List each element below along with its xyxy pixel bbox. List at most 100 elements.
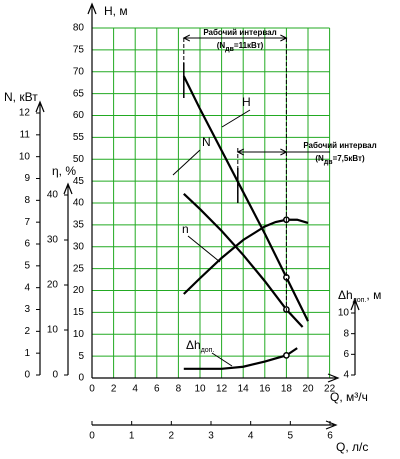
tick-label: 6	[24, 239, 30, 250]
label-part: Δh	[186, 338, 201, 352]
tick-label: 11	[20, 129, 31, 140]
grid	[91, 27, 331, 379]
x-tick-label: 14	[238, 384, 250, 395]
tick-label: 3	[208, 431, 214, 442]
tick-label: 2	[24, 326, 30, 337]
y-tick-label: 60	[73, 110, 85, 121]
x-tick-label: 4	[132, 384, 138, 395]
y-tick-label: 50	[73, 154, 85, 165]
dh-axis	[350, 298, 360, 375]
note-sub: дв	[324, 159, 333, 166]
x-tick-label: 12	[216, 384, 228, 395]
label-part: N	[202, 135, 211, 149]
tick-label: 4	[248, 431, 254, 442]
n-axis-label: N, кВт	[4, 90, 38, 104]
curve	[183, 218, 309, 295]
tick-label: 3	[24, 304, 30, 315]
label-sub: доп.	[353, 297, 367, 304]
label-part: H	[242, 95, 251, 109]
tick-label: 10	[338, 308, 350, 319]
tick-label: 0	[52, 370, 58, 381]
y-tick-label: 10	[73, 329, 85, 340]
leader-line	[187, 235, 221, 263]
tick-label: 10	[19, 151, 31, 162]
tick-label: 2	[169, 431, 175, 442]
x-tick-label: 8	[176, 384, 182, 395]
tick-label: 40	[47, 190, 59, 201]
y-tick-label: 5	[78, 351, 84, 362]
tick-label: 8	[24, 195, 30, 206]
interval-label: Рабочий интервал	[303, 141, 376, 150]
note-part: (N	[315, 154, 324, 163]
y-tick-label: 45	[73, 176, 85, 187]
tick-label: 5	[288, 431, 294, 442]
leader-line	[172, 149, 201, 176]
y-tick-label: 65	[73, 88, 85, 99]
ql-axis-label: Q, л/с	[336, 440, 368, 454]
tick-label: 9	[24, 173, 30, 184]
x-tick-label: 16	[259, 384, 271, 395]
dh-axis-label: Δhдоп., м	[338, 288, 381, 304]
note-part: (N	[217, 41, 226, 50]
x-axis	[92, 373, 340, 383]
curve-label: N	[202, 135, 211, 149]
tick-label: 6	[327, 431, 333, 442]
tick-label: 5	[24, 260, 30, 271]
ql-axis	[92, 420, 338, 430]
x-tick-label: 2	[111, 384, 117, 395]
label-part: Δh	[338, 288, 353, 302]
x-tick-label: 18	[281, 384, 293, 395]
y-tick-label: 30	[73, 241, 85, 252]
x-tick-label: 10	[194, 384, 206, 395]
n-axis	[35, 100, 45, 375]
tick-label: 6	[343, 349, 349, 360]
y-tick-label: 70	[73, 66, 85, 77]
tick-label: 8	[343, 328, 349, 339]
eta-axis-label: η, %	[52, 164, 76, 178]
x-tick-label: 20	[302, 384, 314, 395]
y-tick-label: 75	[73, 45, 85, 56]
interval-note: (Nдв=7,5кВт)	[315, 154, 365, 166]
eta-axis	[63, 182, 73, 375]
tick-label: 4	[343, 370, 349, 381]
tick-label: 4	[24, 282, 30, 293]
label-part: n	[182, 222, 189, 236]
note-part: =7,5кВт)	[333, 154, 365, 163]
x-tick-label: 0	[89, 384, 95, 395]
x-tick-label: 22	[324, 384, 336, 395]
y-axis-label: H, м	[104, 4, 128, 18]
tick-label: 20	[47, 280, 59, 291]
tick-label: 30	[47, 235, 59, 246]
y-tick-label: 80	[73, 23, 85, 34]
tick-label: 0	[89, 431, 95, 442]
label-part: , м	[366, 288, 381, 302]
y-tick-label: 35	[73, 220, 85, 231]
y-tick-label: 0	[78, 373, 84, 384]
interval-note: (Nдв=11кВт)	[217, 41, 264, 53]
tick-label: 1	[129, 431, 135, 442]
y-tick-label: 25	[73, 263, 85, 274]
curve-label: H	[242, 95, 251, 109]
y-axis	[87, 2, 97, 378]
curve-label: n	[182, 222, 189, 236]
y-tick-label: 55	[73, 132, 85, 143]
label-sub: доп.	[201, 347, 215, 354]
y-tick-label: 15	[73, 307, 85, 318]
tick-label: 7	[24, 217, 30, 228]
y-tick-label: 20	[73, 285, 85, 296]
x-tick-label: 6	[154, 384, 160, 395]
note-sub: дв	[225, 46, 234, 53]
interval-label: Рабочий интервал	[203, 28, 276, 37]
tick-label: 0	[24, 370, 30, 381]
curve-label: Δhдоп.	[186, 338, 214, 354]
tick-label: 1	[24, 348, 30, 359]
leader-line	[211, 352, 233, 367]
point-marker	[283, 352, 290, 359]
note-part: =11кВт)	[234, 41, 264, 50]
leader-line	[221, 109, 251, 128]
tick-label: 12	[19, 108, 31, 119]
x-axis-label: Q, м³/ч	[330, 390, 368, 404]
y-tick-label: 40	[73, 198, 85, 209]
